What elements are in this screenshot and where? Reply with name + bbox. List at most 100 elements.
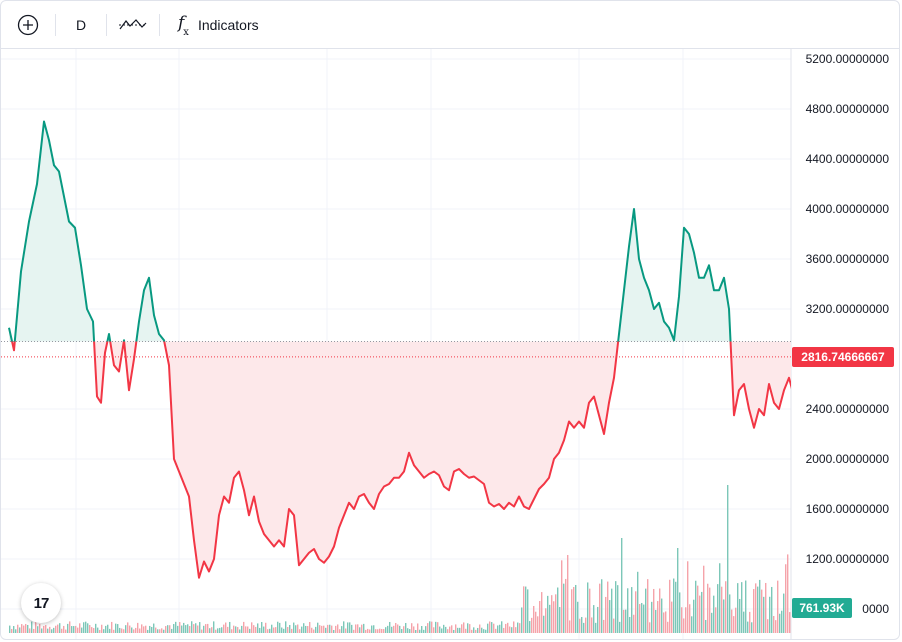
volume-bar xyxy=(229,621,231,633)
indicators-label: Indicators xyxy=(197,16,259,33)
volume-bar xyxy=(659,588,661,633)
volume-bar xyxy=(551,595,553,633)
volume-bar xyxy=(281,627,283,633)
volume-bar xyxy=(65,629,67,633)
volume-bar xyxy=(349,622,351,633)
volume-bar xyxy=(609,600,611,633)
volume-bar xyxy=(167,625,169,633)
volume-bar xyxy=(225,622,227,633)
volume-bar xyxy=(769,596,771,633)
volume-bar xyxy=(287,626,289,633)
interval-label: D xyxy=(75,16,87,33)
volume-bar xyxy=(35,621,37,633)
volume-bar xyxy=(317,622,319,633)
volume-bar xyxy=(313,629,315,633)
volume-bar xyxy=(505,623,507,633)
indicators-button[interactable]: fx Indicators xyxy=(160,1,273,49)
volume-bar xyxy=(619,621,621,633)
volume-bar xyxy=(77,627,79,633)
volume-bar xyxy=(239,629,241,633)
volume-bar xyxy=(599,583,601,633)
volume-bar xyxy=(145,625,147,633)
volume-bar xyxy=(639,604,641,633)
volume-bar xyxy=(739,598,741,633)
volume-bar xyxy=(289,624,291,633)
volume-bar xyxy=(359,627,361,633)
volume-bar xyxy=(351,624,353,633)
volume-bar xyxy=(541,592,543,633)
volume-bar xyxy=(255,626,257,633)
toolbar-divider xyxy=(106,13,107,36)
volume-bar xyxy=(161,628,163,633)
volume-bar xyxy=(643,604,645,633)
volume-bar xyxy=(217,628,219,633)
volume-bar xyxy=(419,629,421,633)
volume-histogram xyxy=(9,485,791,633)
price-axis-label: 4800.00000000 xyxy=(806,102,890,116)
volume-bar xyxy=(689,604,691,633)
volume-bar xyxy=(45,625,47,633)
volume-bar xyxy=(385,627,387,633)
volume-bar xyxy=(745,580,747,633)
volume-bar xyxy=(57,624,59,633)
volume-bar xyxy=(479,624,481,633)
volume-bar xyxy=(513,621,515,633)
volume-bar xyxy=(363,623,365,633)
volume-bar xyxy=(497,625,499,633)
volume-bar xyxy=(107,624,109,633)
tradingview-logo-mark: 17 xyxy=(33,594,50,612)
volume-bar xyxy=(539,601,541,633)
volume-bar xyxy=(721,586,723,633)
interval-button[interactable]: D xyxy=(56,1,106,49)
volume-bar xyxy=(303,623,305,633)
compare-add-button[interactable] xyxy=(1,1,55,49)
volume-bar xyxy=(413,626,415,633)
volume-bar xyxy=(357,624,359,633)
price-axis-label: 3600.00000000 xyxy=(806,252,890,266)
volume-bar xyxy=(443,624,445,633)
volume-bar xyxy=(381,628,383,633)
volume-bar xyxy=(343,621,345,633)
volume-bar xyxy=(143,626,145,633)
volume-bar xyxy=(101,624,103,633)
volume-bar xyxy=(605,596,607,633)
volume-bar xyxy=(9,625,11,633)
price-axis-label: 0000 xyxy=(862,602,889,616)
tradingview-logo[interactable]: 17 xyxy=(21,583,61,623)
volume-bar xyxy=(11,628,13,633)
volume-bar xyxy=(309,622,311,633)
volume-bar xyxy=(237,627,239,633)
volume-bar xyxy=(79,623,81,633)
volume-bar xyxy=(27,624,29,633)
volume-bar xyxy=(545,608,547,633)
volume-bar xyxy=(83,622,85,633)
volume-bar xyxy=(193,624,195,633)
volume-bar xyxy=(465,628,467,633)
volume-bar xyxy=(533,605,535,633)
volume-bar xyxy=(467,623,469,633)
chart-pane[interactable]: 5200.00000000 4800.00000000 4400.00000000 4… xyxy=(1,49,899,639)
volume-bar xyxy=(775,620,777,633)
volume-bar xyxy=(549,604,551,633)
volume-bar xyxy=(331,625,333,633)
volume-bar xyxy=(399,625,401,633)
volume-bar xyxy=(93,628,95,633)
volume-bar xyxy=(581,616,583,633)
volume-bar xyxy=(469,624,471,633)
volume-bar xyxy=(625,609,627,633)
volume-bar xyxy=(695,580,697,633)
volume-bar xyxy=(243,621,245,633)
volume-bar xyxy=(663,612,665,633)
volume-bar xyxy=(87,623,89,633)
volume-bar xyxy=(95,623,97,633)
volume-bar xyxy=(135,627,137,633)
volume-bar xyxy=(195,623,197,633)
volume-bar xyxy=(429,621,431,633)
volume-bar xyxy=(181,625,183,633)
volume-bar xyxy=(189,626,191,633)
chart-type-button[interactable] xyxy=(107,1,159,49)
volume-bar xyxy=(219,627,221,633)
volume-bar xyxy=(47,628,49,633)
volume-bar xyxy=(23,625,25,633)
volume-bar xyxy=(375,629,377,633)
